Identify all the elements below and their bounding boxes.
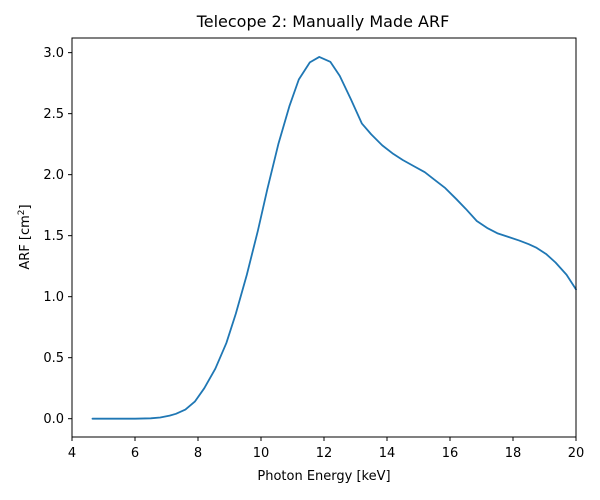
y-tick-label: 2.0 — [43, 168, 64, 183]
y-tick-label: 2.5 — [43, 107, 64, 122]
x-tick-label: 20 — [568, 446, 585, 461]
x-tick-label: 8 — [194, 446, 202, 461]
y-axis-label: ARF [cm2] — [17, 204, 33, 269]
x-tick-label: 10 — [253, 446, 270, 461]
series-line — [91, 56, 577, 420]
x-tick-label: 12 — [316, 446, 333, 461]
x-tick-label: 14 — [379, 446, 396, 461]
y-tick-label: 0.0 — [43, 412, 64, 427]
x-tick-label: 16 — [442, 446, 459, 461]
axes-frame — [71, 37, 577, 438]
y-axis: 0.0 0.5 1.0 1.5 2.0 2.5 3.0 — [43, 46, 72, 427]
plot-area — [91, 56, 577, 420]
y-tick-label: 1.5 — [43, 229, 64, 244]
y-axis-label-superscript: 2 — [17, 209, 27, 215]
chart-title: Telecope 2: Manually Made ARF — [196, 12, 450, 31]
x-tick-label: 18 — [505, 446, 522, 461]
x-tick-label: 4 — [68, 446, 76, 461]
y-tick-label: 1.0 — [43, 290, 64, 305]
y-axis-label-main: ARF [cm — [18, 215, 33, 269]
x-tick-label: 6 — [131, 446, 139, 461]
y-tick-label: 0.5 — [43, 351, 64, 366]
y-tick-label: 3.0 — [43, 46, 64, 61]
x-axis-label: Photon Energy [keV] — [257, 469, 390, 484]
y-axis-label-end: ] — [18, 204, 33, 209]
x-axis: 4 6 8 10 12 14 16 18 20 — [68, 437, 584, 461]
